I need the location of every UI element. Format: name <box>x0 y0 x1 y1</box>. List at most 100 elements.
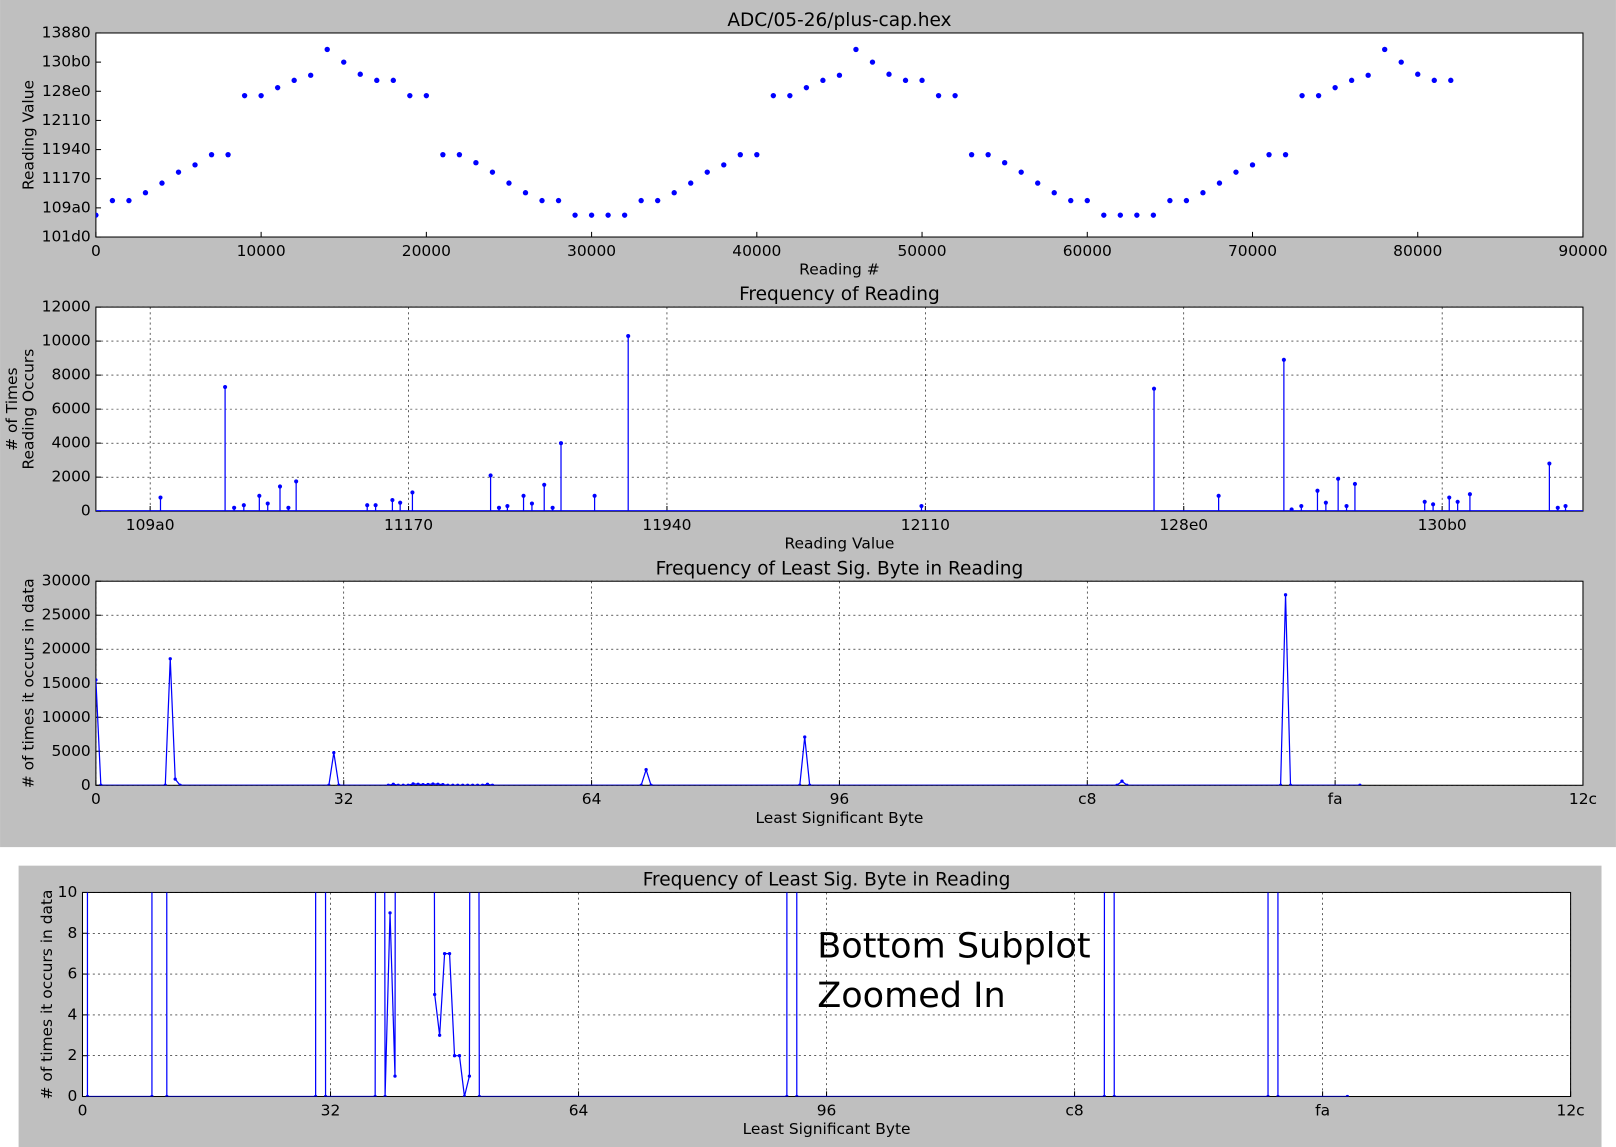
point <box>671 190 677 196</box>
x-tick-label: 12c <box>1569 790 1597 808</box>
point <box>490 783 495 786</box>
x-tick-label: fa <box>1315 1101 1330 1119</box>
point <box>477 1094 481 1097</box>
point <box>1299 92 1305 99</box>
point <box>1332 84 1338 91</box>
stem-marker <box>277 484 283 489</box>
stem-marker <box>1431 502 1436 507</box>
point <box>649 783 653 786</box>
x-tick-label: 32 <box>334 790 354 808</box>
point <box>1051 190 1057 196</box>
y-tick-label: 12110 <box>42 111 91 129</box>
x-axis-label: Least Significant Byte <box>755 809 923 827</box>
line <box>95 594 1360 786</box>
stem-marker <box>410 490 415 495</box>
point <box>1102 1094 1106 1097</box>
point <box>644 767 648 772</box>
y-tick-label: 11170 <box>42 169 91 187</box>
point <box>436 782 440 786</box>
x-tick-label: 20000 <box>402 242 451 260</box>
x-tick-label: 96 <box>830 790 850 808</box>
point <box>323 1094 328 1097</box>
stem-marker <box>1151 386 1157 391</box>
stem-marker <box>1315 488 1320 493</box>
point <box>952 92 958 99</box>
point <box>1134 212 1140 218</box>
point <box>935 92 942 99</box>
y-tick-label: 30000 <box>42 572 91 590</box>
point <box>388 911 392 915</box>
stem-marker <box>505 503 510 509</box>
point <box>886 71 892 77</box>
point <box>1278 783 1283 786</box>
point <box>192 162 198 168</box>
x-tick-label: 64 <box>582 790 602 808</box>
point <box>1249 162 1256 168</box>
y-tick-label: 8000 <box>51 366 90 384</box>
point <box>1358 783 1362 786</box>
point <box>808 783 812 786</box>
point <box>704 169 710 175</box>
point <box>447 952 452 956</box>
point <box>787 92 793 99</box>
x-tick-label: 32 <box>321 1101 341 1119</box>
point <box>451 783 455 786</box>
point <box>457 1054 462 1058</box>
stem-marker <box>592 493 597 498</box>
point <box>175 169 182 175</box>
stem-marker <box>626 333 631 339</box>
x-axis-label: Reading Value <box>784 535 894 553</box>
point <box>390 77 396 84</box>
point <box>150 1094 154 1097</box>
y-tick-label: 11940 <box>42 140 91 158</box>
point <box>555 197 562 204</box>
stem-marker <box>294 479 299 484</box>
point <box>421 782 425 786</box>
point <box>654 197 661 204</box>
y-tick-label: 6000 <box>51 400 90 418</box>
point <box>1365 72 1371 78</box>
y-axis-label: Reading Occurs <box>19 349 37 470</box>
y-axis-label: # of times it occurs in data <box>38 889 56 1099</box>
point <box>539 197 545 204</box>
point <box>1200 190 1206 196</box>
point <box>159 180 165 186</box>
point <box>308 72 314 78</box>
point <box>1183 197 1190 204</box>
point <box>85 1094 90 1097</box>
stem-marker <box>1323 500 1328 505</box>
stem-marker <box>232 505 237 510</box>
point <box>785 1094 789 1097</box>
point <box>803 84 810 91</box>
y-tick-label: 0 <box>81 776 91 794</box>
plot-area <box>95 32 1584 238</box>
point <box>426 782 430 786</box>
point <box>225 151 231 158</box>
point <box>241 92 248 99</box>
point <box>1216 180 1223 186</box>
stem-marker <box>373 503 378 508</box>
x-tick-label: 10000 <box>237 242 286 260</box>
point <box>165 1094 169 1097</box>
y-axis-label: # of Times <box>3 367 21 450</box>
stem-marker <box>1281 357 1286 362</box>
x-tick-label: 0 <box>91 242 101 260</box>
point <box>588 212 595 218</box>
point <box>1035 180 1041 186</box>
point <box>721 162 727 168</box>
y-tick-label: 13880 <box>42 23 91 41</box>
point <box>440 151 446 158</box>
stem-marker <box>1555 505 1560 510</box>
point <box>337 783 341 786</box>
point <box>1101 212 1107 218</box>
stem-marker <box>488 473 493 478</box>
point <box>258 92 264 99</box>
point <box>431 782 435 786</box>
stem-marker <box>1344 503 1349 509</box>
series <box>95 46 1454 218</box>
x-tick-label: 109a0 <box>126 516 175 534</box>
point <box>506 180 512 186</box>
x-tick-label: 64 <box>569 1101 589 1119</box>
point <box>1288 783 1293 786</box>
point <box>291 77 297 84</box>
